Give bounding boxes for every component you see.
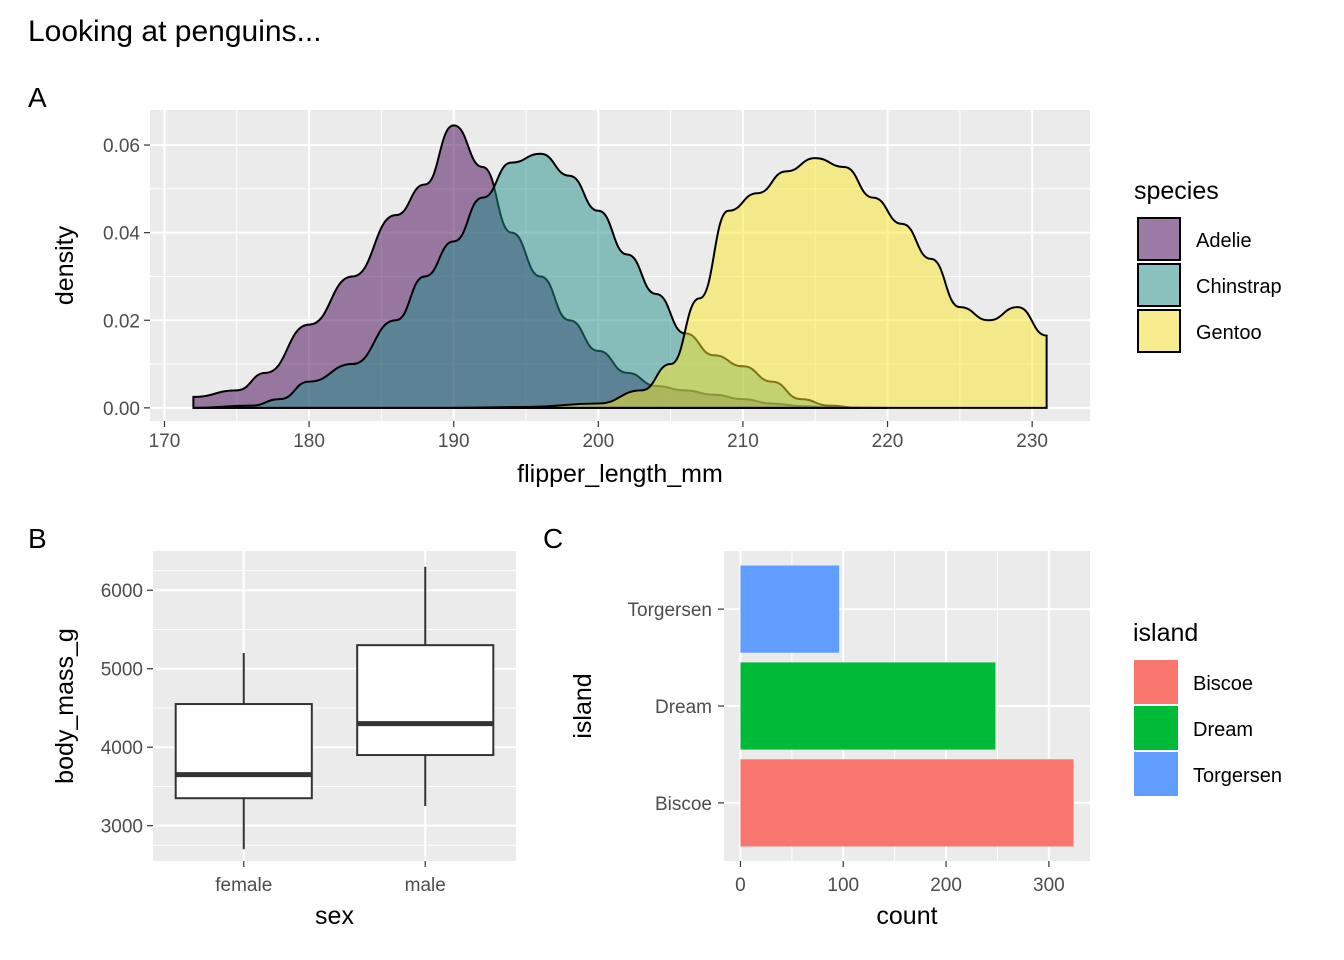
panel-b-y-tick-label: 6000: [101, 581, 143, 602]
panel-b-tag: B: [28, 523, 47, 554]
panel-c-x-tick-label: 0: [735, 875, 746, 896]
panel-b-x-tick-label-female: female: [215, 875, 272, 896]
panel-a-y-tick-label: 0.04: [103, 224, 140, 245]
panel-c-x-tick-label: 300: [1033, 875, 1065, 896]
legend-label-chinstrap: Chinstrap: [1196, 276, 1282, 298]
panel-a-tag: A: [28, 82, 47, 113]
legend-label-adelie: Adelie: [1196, 230, 1252, 252]
panel-a-x-axis-title: flipper_length_mm: [517, 460, 723, 488]
panel-a-y-axis-title: density: [51, 225, 79, 305]
panel-b-y-tick-label: 5000: [101, 660, 143, 681]
legend-key-chinstrap: [1137, 263, 1181, 307]
bar-dream: [740, 662, 996, 750]
density-area-gentoo: [453, 157, 1048, 409]
legend-label-gentoo: Gentoo: [1196, 322, 1262, 344]
box-male: [356, 566, 495, 807]
legend-key-dream: [1134, 706, 1178, 750]
panel-b-boxplot: B 3000 4000 5000 6000 female male sex body_mass…: [28, 523, 516, 930]
panel-b-x-tick-label-male: male: [405, 875, 446, 896]
box-female: [174, 653, 313, 850]
panel-b-y-axis-title: body_mass_g: [51, 628, 79, 784]
panel-c-bar-chart: C 0 100 200 300 Biscoe Dream Torgersen count isl…: [543, 523, 1282, 930]
panel-a-x-tick-label: 210: [727, 431, 759, 452]
box-body-male: [356, 644, 495, 757]
panel-a-x-tick-label: 220: [872, 431, 904, 452]
legend-key-gentoo: [1137, 309, 1181, 353]
legend-key-torgersen: [1134, 752, 1178, 796]
panel-c-y-axis-title: island: [569, 673, 597, 738]
panel-a-legend-title: species: [1134, 177, 1219, 205]
legend-label-biscoe: Biscoe: [1193, 673, 1253, 695]
figure-title: Looking at penguins...: [28, 15, 322, 48]
panel-a-x-tick-label: 200: [582, 431, 614, 452]
panel-b-y-tick-label: 4000: [101, 738, 143, 759]
panel-a-density-plot: A 170 180 190 200 210 220 230 0.00 0.02 0.04 0.06 f…: [28, 82, 1282, 488]
legend-label-dream: Dream: [1193, 719, 1253, 741]
panel-c-tag: C: [543, 523, 563, 554]
panel-b-y-tick-label: 3000: [101, 817, 143, 838]
bar-torgersen: [740, 565, 840, 653]
panel-c-legend-title: island: [1133, 619, 1198, 647]
panel-c-x-tick-label: 200: [930, 875, 962, 896]
panel-a-y-tick-label: 0.02: [103, 311, 140, 332]
legend-key-biscoe: [1134, 660, 1178, 704]
panel-b-x-axis-title: sex: [315, 902, 354, 930]
panel-c-y-tick-label-dream: Dream: [655, 697, 712, 718]
panel-a-x-tick-label: 170: [149, 431, 181, 452]
panel-c-x-axis-title: count: [876, 902, 937, 930]
panel-a-x-tick-label: 190: [438, 431, 470, 452]
panel-c-y-tick-label-biscoe: Biscoe: [655, 794, 712, 815]
legend-label-torgersen: Torgersen: [1193, 765, 1282, 787]
panel-c-y-tick-label-torgersen: Torgersen: [628, 600, 713, 621]
bar-biscoe: [740, 759, 1074, 847]
panel-a-x-tick-label: 180: [293, 431, 325, 452]
panel-c-x-tick-label: 100: [827, 875, 859, 896]
panel-a-y-tick-label: 0.00: [103, 399, 140, 420]
box-body-female: [174, 703, 313, 800]
panel-a-x-tick-label: 230: [1016, 431, 1048, 452]
legend-key-adelie: [1137, 217, 1181, 261]
panel-a-y-tick-label: 0.06: [103, 136, 140, 157]
